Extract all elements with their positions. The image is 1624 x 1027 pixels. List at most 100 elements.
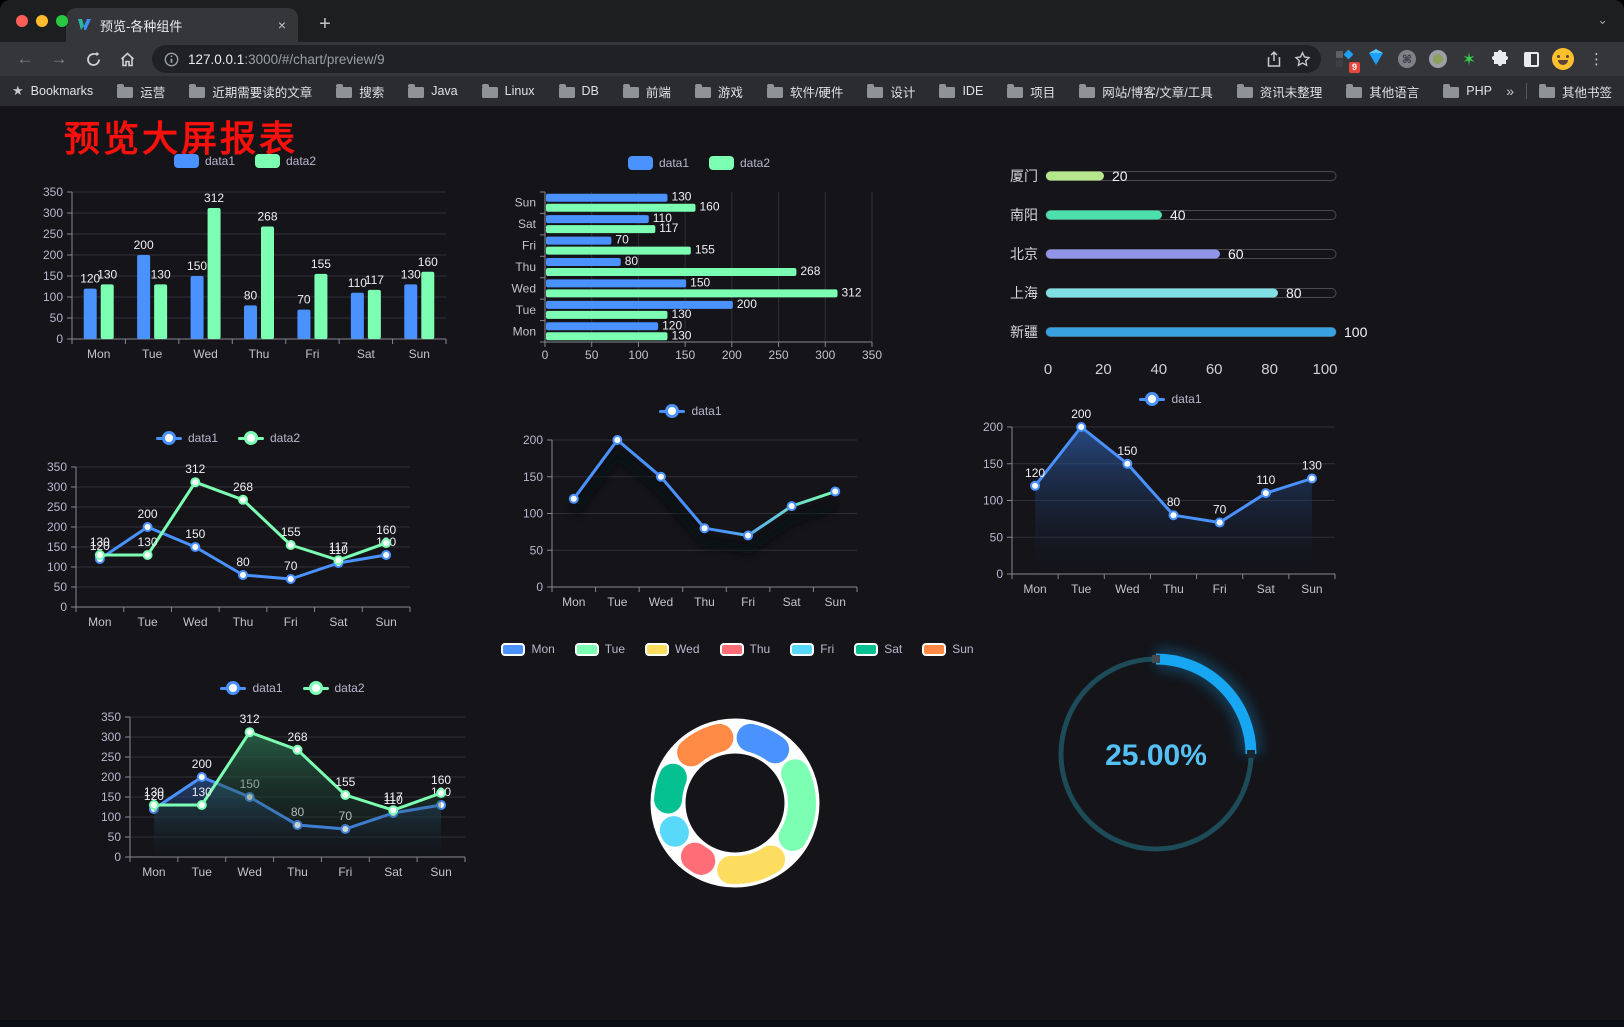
browser-tab[interactable]: 预览-各种组件 × [66, 8, 298, 42]
svg-text:268: 268 [233, 480, 253, 494]
bookmark-folder[interactable]: 资讯未整理 [1236, 82, 1322, 101]
bookmark-folder[interactable]: 搜索 [336, 82, 384, 101]
legend-label: data1 [187, 431, 218, 445]
svg-text:155: 155 [695, 243, 715, 257]
svg-text:70: 70 [284, 559, 298, 573]
bookmark-folder[interactable]: Linux [481, 83, 535, 98]
extension-star-icon[interactable]: ✶ [1461, 49, 1477, 69]
chart-donut-week[interactable]: Mon Tue Wed Thu Fri Sat Sun [501, 638, 974, 894]
legend-item[interactable]: Thu [719, 642, 770, 656]
extensions-area: 9 ⌘ ✶ ⋮ [1331, 48, 1614, 73]
legend-marker [238, 431, 264, 445]
legend-item[interactable]: data2 [238, 431, 300, 445]
tab-close-icon[interactable]: × [277, 17, 286, 33]
legend-item[interactable]: Sat [854, 642, 902, 656]
svg-text:130: 130 [90, 535, 110, 549]
tab-title: 预览-各种组件 [100, 18, 183, 34]
legend-marker [173, 154, 199, 168]
reload-button[interactable] [78, 45, 108, 73]
browser-menu-icon[interactable]: ⋮ [1589, 51, 1604, 68]
bookmark-folder[interactable]: Java [408, 83, 458, 98]
browser-toolbar: ← → 127.0.0.1:3000/#/chart/preview/9 [0, 42, 1624, 76]
window-zoom-button[interactable] [56, 15, 68, 27]
chart-legend: Mon Tue Wed Thu Fri Sat Sun [501, 638, 974, 660]
home-button[interactable] [112, 45, 142, 73]
svg-text:160: 160 [418, 255, 438, 269]
bookmark-folder[interactable]: 前端 [622, 82, 671, 101]
chart-line-area-double[interactable]: data1 data2 0 50 100 150 200 250 300 350 Mon Tue Wed… [95, 677, 490, 893]
chart-canvas: 0 50 100 150 200 250 300 350 Mon Tue Wed Thu Fri Sat S… [101, 710, 466, 879]
svg-text:117: 117 [329, 540, 348, 554]
chart-line-gradient[interactable]: data1 0 50 100 150 200 Mon Tue Wed Thu Fri Sat Sun [498, 400, 883, 616]
bookmark-folder[interactable]: 项目 [1007, 82, 1055, 101]
other-bookmarks[interactable]: 其他书签 [1538, 82, 1612, 101]
bookmark-folder[interactable]: 游戏 [694, 82, 743, 101]
bookmark-folder[interactable]: 运营 [117, 82, 165, 101]
bookmark-folder[interactable]: 软件/硬件 [766, 82, 844, 101]
legend-item[interactable]: data2 [302, 681, 365, 695]
bookmark-folder[interactable]: 其他语言 [1346, 82, 1419, 101]
legend-label: data2 [334, 681, 365, 695]
legend-label: data1 [204, 154, 235, 168]
tab-search-chevron-icon[interactable]: ⌄ [1597, 12, 1608, 27]
extension-grid-icon[interactable]: 9 [1335, 49, 1360, 73]
new-tab-button[interactable]: + [319, 13, 331, 35]
bookmark-folder[interactable]: PHP [1443, 83, 1492, 98]
svg-text:Sat: Sat [384, 865, 403, 879]
folder-icon [622, 83, 639, 98]
svg-text:120: 120 [144, 789, 164, 803]
legend-item[interactable]: data1 [173, 154, 235, 168]
share-icon[interactable] [1266, 50, 1282, 68]
bookmark-folder[interactable]: 近期需要读的文章 [189, 82, 312, 101]
legend-item[interactable]: data1 [220, 681, 283, 695]
address-bar[interactable]: 127.0.0.1:3000/#/chart/preview/9 [152, 45, 1321, 73]
forward-button[interactable]: → [50, 49, 68, 68]
bookmark-folder[interactable]: DB [558, 83, 599, 98]
bookmarks-overflow-chevron[interactable]: » [1506, 83, 1514, 99]
legend-item[interactable]: data1 [155, 431, 218, 445]
chart-line-two-series[interactable]: data1 data2 0 50 100 150 200 250 300 350 Mon Tue Wed… [28, 427, 428, 641]
window-close-button[interactable] [16, 15, 28, 27]
legend-item[interactable]: Tue [574, 642, 625, 656]
legend-item[interactable]: Fri [790, 642, 834, 656]
svg-text:Wed: Wed [183, 615, 207, 629]
extension-badge: 9 [1348, 62, 1360, 73]
chart-bar-vertical[interactable]: data1 data2 0 50 100 150 200 250 300 350 Mon 120 130… [30, 150, 460, 368]
folder-icon [1007, 83, 1024, 98]
extension-reader-icon[interactable] [1521, 49, 1541, 69]
legend-item[interactable]: data1 [1139, 392, 1202, 406]
svg-text:60: 60 [1228, 246, 1244, 262]
chart-capsule-bars[interactable]: 厦门 20 南阳 40 北京 60 上海 80 新疆 100 0 20 40 60 80 100 [980, 152, 1375, 392]
legend-item[interactable]: data2 [255, 154, 316, 168]
bookmark-folder[interactable]: 设计 [867, 82, 915, 101]
svg-text:350: 350 [43, 185, 63, 199]
extension-circle-icon[interactable] [1428, 49, 1448, 69]
bookmark-folder-label: 软件/硬件 [789, 85, 844, 100]
bookmark-folder[interactable]: 网站/博客/文章/工具 [1079, 82, 1213, 101]
back-button[interactable]: ← [16, 49, 34, 68]
chart-bar-horizontal[interactable]: data1 data2 0 50 100 150 200 250 300 350 Mon 120 130… [503, 152, 895, 368]
bookmarks-root[interactable]: ★ Bookmarks [12, 83, 93, 99]
svg-text:Thu: Thu [694, 595, 715, 609]
legend-item[interactable]: data1 [627, 156, 689, 170]
extension-puzzle-icon[interactable] [1490, 49, 1510, 69]
extension-command-icon[interactable]: ⌘ [1397, 49, 1417, 69]
svg-text:130: 130 [1302, 458, 1322, 472]
chart-progress-gauge[interactable]: 25.00% [1053, 648, 1263, 866]
svg-text:268: 268 [287, 730, 307, 744]
window-minimize-button[interactable] [36, 15, 48, 27]
extension-gem-icon[interactable] [1366, 49, 1386, 69]
bookmark-star-icon[interactable] [1294, 50, 1311, 68]
legend-label: data1 [691, 404, 722, 418]
chart-line-area-single[interactable]: data1 0 50 100 150 200 Mon Tue Wed Thu Fri Sat Sun 12… [983, 388, 1358, 600]
site-info-icon[interactable] [164, 52, 179, 67]
legend-marker [220, 681, 247, 695]
profile-avatar[interactable] [1552, 48, 1574, 70]
legend-item[interactable]: Sun [922, 642, 974, 656]
bookmark-folder[interactable]: IDE [939, 83, 983, 98]
legend-item[interactable]: Wed [645, 642, 700, 656]
legend-item[interactable]: data2 [709, 156, 770, 170]
legend-item[interactable]: Mon [501, 642, 555, 656]
legend-item[interactable]: data1 [659, 404, 722, 418]
